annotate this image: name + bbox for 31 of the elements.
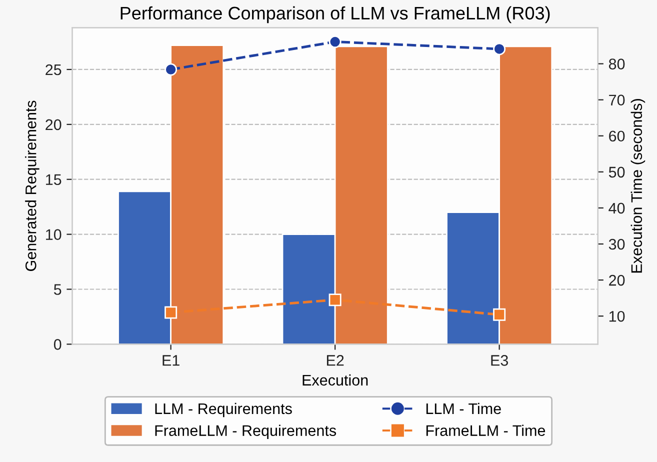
point	[164, 63, 178, 76]
point	[328, 36, 342, 48]
y-axis-title: Generated Requirements	[25, 100, 40, 271]
y2-tick-label: 50	[608, 166, 625, 178]
point	[493, 308, 506, 321]
x-tick-label: E2	[326, 355, 344, 366]
y2-tick-label: 70	[609, 94, 625, 106]
y2-tick-label: 80	[608, 58, 625, 70]
legend-label: FrameLLM - Requirements	[155, 424, 336, 440]
y2-tick-label: 20	[609, 274, 625, 286]
y2-tick-label: 60	[609, 130, 625, 142]
point	[328, 294, 342, 306]
y2-tick-label: 30	[608, 238, 625, 250]
legend-label: FrameLLM - Time	[426, 424, 546, 436]
y-tick-label: 0	[54, 339, 62, 350]
point	[493, 42, 506, 56]
x-axis-title: Execution	[302, 374, 368, 386]
x-tick-label: E1	[162, 355, 180, 366]
y-tick-label: 5	[54, 284, 62, 295]
legend-label: LLM - Time	[426, 402, 501, 414]
y2-tick-label: 10	[609, 310, 625, 322]
x-tick-label: E3	[491, 355, 508, 366]
legend-label: LLM - Requirements	[155, 402, 292, 418]
chart-title: Performance Comparison of LLM vs FrameLLM (R03)	[120, 6, 550, 24]
y-tick-label: 10	[46, 229, 62, 240]
y-tick-label: 20	[46, 119, 62, 130]
y2-tick-label: 40	[608, 202, 625, 214]
y-tick-label: 15	[46, 174, 62, 186]
y2-axis-title: Execution Time (seconds)	[630, 99, 646, 273]
y-tick-label: 25	[46, 64, 62, 76]
point	[164, 306, 178, 319]
